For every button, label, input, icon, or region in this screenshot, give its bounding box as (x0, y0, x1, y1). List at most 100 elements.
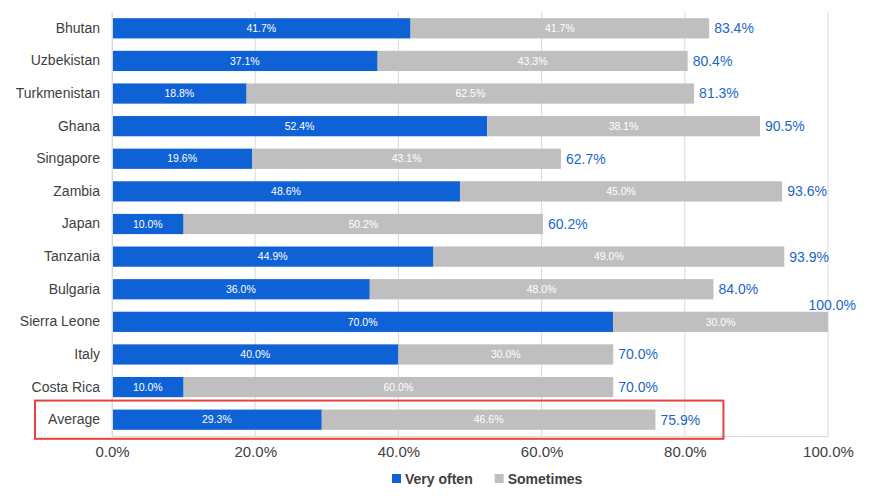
tick: Turkmenistan (16, 85, 112, 101)
tick: Average (48, 411, 112, 427)
bar (112, 214, 184, 234)
bar (247, 83, 695, 103)
tick-label: Tanzania (44, 248, 100, 264)
bar (411, 18, 710, 38)
data-label: 44.9% (258, 250, 288, 262)
tick-label: 60.0% (521, 443, 564, 460)
tick-label: Zambia (53, 183, 100, 199)
tick: Tanzania (44, 248, 112, 264)
legend-label: Very often (405, 471, 473, 487)
bar (112, 410, 322, 430)
legend-swatch (495, 474, 504, 483)
axis-line (113, 436, 829, 437)
bar (112, 344, 398, 364)
legend-label: Sometimes (508, 471, 583, 487)
total-label: 70.0% (618, 346, 658, 362)
grid-line (112, 12, 113, 436)
bar (112, 51, 378, 71)
tick-label: Bhutan (56, 20, 100, 36)
tick: Bhutan (56, 20, 112, 36)
bar (487, 116, 760, 136)
bar (378, 51, 688, 71)
tick: Singapore (36, 150, 112, 166)
tick-label: Ghana (58, 118, 100, 134)
tick: Zambia (53, 183, 112, 199)
legend-swatch (392, 474, 401, 483)
data-label: 41.7% (246, 22, 276, 34)
tick-label: 40.0% (378, 443, 421, 460)
tick-label: Sierra Leone (20, 313, 100, 329)
chart: 41.7%37.1%18.8%52.4%19.6%48.6%10.0%44.9%… (0, 0, 870, 500)
tick-label: 0.0% (95, 443, 129, 460)
total-labels: 83.4%80.4%81.3%90.5%62.7%93.6%60.2%93.9%… (548, 20, 856, 427)
grid-line (684, 12, 685, 436)
y-axis: Bhutan Uzbekistan Turkmenistan Ghana Singapo… (16, 13, 113, 437)
bar (370, 279, 714, 299)
legend-item: Very often (392, 471, 473, 487)
data-label: 70.0% (348, 316, 378, 328)
bar (613, 312, 828, 332)
total-label: 83.4% (714, 20, 754, 36)
total-label: 93.9% (789, 249, 829, 265)
tick-label: Uzbekistan (31, 52, 100, 68)
bar (112, 377, 184, 397)
legend: Very often Sometimes (392, 471, 583, 487)
tick-label: Average (48, 411, 100, 427)
tick-label: Turkmenistan (16, 85, 100, 101)
bar (322, 410, 656, 430)
bar (112, 247, 433, 267)
bar (433, 247, 784, 267)
tick: Sierra Leone (20, 313, 112, 329)
bar (460, 181, 782, 201)
axis-line (112, 13, 113, 437)
bar (398, 344, 613, 364)
tick: Japan (62, 215, 112, 231)
bar (252, 149, 561, 169)
data-label: 40.0% (240, 348, 270, 360)
total-label: 80.4% (693, 53, 733, 69)
tick: 100.0% (803, 436, 854, 460)
bar (112, 116, 487, 136)
data-label: 48.0% (527, 283, 557, 295)
legend-item: Sometimes (495, 471, 583, 487)
data-label: 10.0% (133, 381, 163, 393)
data-label: 10.0% (133, 218, 163, 230)
tick-label: Italy (74, 346, 100, 362)
tick: Italy (74, 346, 112, 362)
total-label: 62.7% (566, 151, 606, 167)
data-labels: 41.7%37.1%18.8%52.4%19.6%48.6%10.0%44.9%… (133, 22, 736, 425)
total-label: 84.0% (718, 281, 758, 297)
data-label: 19.6% (167, 152, 197, 164)
data-label: 41.7% (545, 22, 575, 34)
data-label: 60.0% (384, 381, 414, 393)
data-label: 46.6% (474, 413, 504, 425)
data-label: 30.0% (706, 316, 736, 328)
highlight-box (35, 401, 723, 439)
tick: Ghana (58, 118, 112, 134)
data-label: 30.0% (491, 348, 521, 360)
bar (112, 181, 460, 201)
total-label: 93.6% (787, 183, 827, 199)
tick-label: Japan (62, 215, 100, 231)
bar (184, 377, 614, 397)
data-label: 43.3% (518, 55, 548, 67)
bar (112, 279, 370, 299)
bars (112, 18, 828, 430)
tick-label: 100.0% (803, 443, 854, 460)
bar (112, 312, 613, 332)
bar (112, 83, 247, 103)
tick-label: Costa Rica (32, 379, 101, 395)
tick: Bulgaria (49, 281, 112, 297)
data-label: 50.2% (348, 218, 378, 230)
data-label: 36.0% (226, 283, 256, 295)
tick-label: Bulgaria (49, 281, 101, 297)
total-label: 70.0% (618, 379, 658, 395)
data-label: 37.1% (230, 55, 260, 67)
grid (112, 12, 828, 436)
data-label: 52.4% (285, 120, 315, 132)
total-label: 100.0% (809, 297, 856, 313)
data-label: 43.1% (392, 152, 422, 164)
data-label: 48.6% (271, 185, 301, 197)
data-label: 62.5% (455, 87, 485, 99)
tick-label: Singapore (36, 150, 100, 166)
